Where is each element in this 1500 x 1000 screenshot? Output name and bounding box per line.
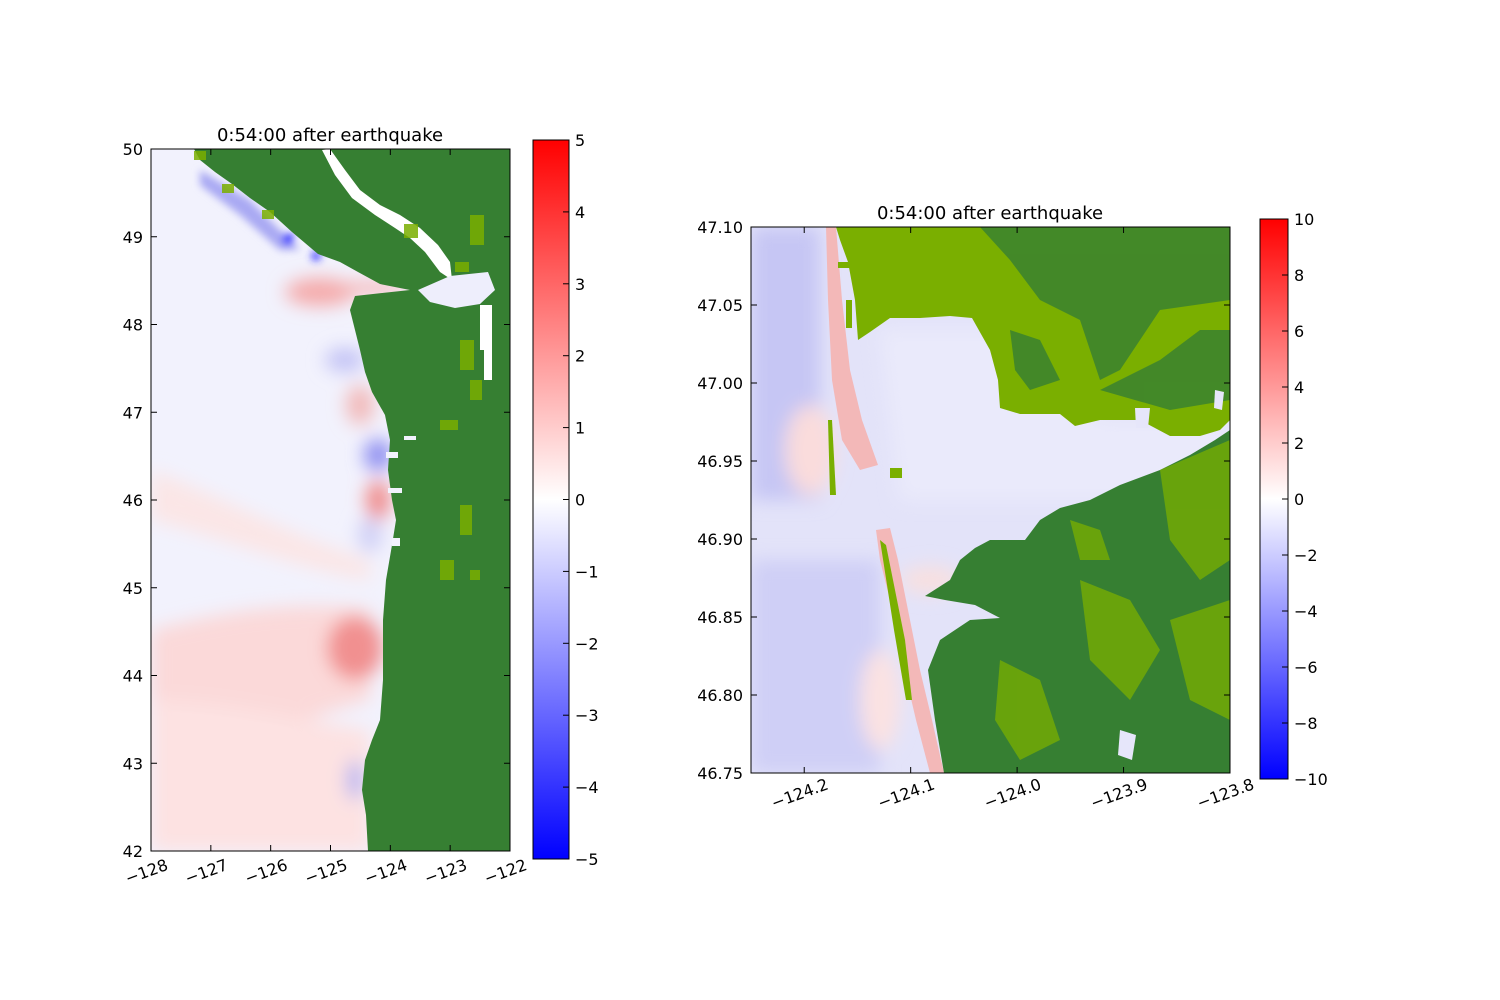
right-land-north-relief bbox=[980, 227, 1230, 410]
left-colorbar-tick-label: 2 bbox=[575, 347, 585, 366]
right-axes-frame bbox=[750, 226, 1231, 774]
left-y-tick-label: 42 bbox=[123, 842, 143, 861]
left-colorbar-tick-label: 1 bbox=[575, 419, 585, 438]
left-colorbar-tick-label: 5 bbox=[575, 131, 585, 150]
right-colorbar-tick-label: −6 bbox=[1294, 658, 1318, 677]
left-x-tick-label: −125 bbox=[302, 855, 350, 888]
right-colorbar-tick-label: 0 bbox=[1294, 490, 1304, 509]
left-coast-inlets bbox=[386, 436, 416, 546]
left-colorbar-tick-label: 0 bbox=[575, 491, 585, 510]
right-wave-field bbox=[751, 227, 1230, 773]
left-map-plot bbox=[151, 149, 510, 851]
left-y-tick-label: 43 bbox=[123, 754, 143, 773]
right-x-tick-label: −123.9 bbox=[1088, 775, 1150, 813]
left-panel: 0:54:00 after earthquake bbox=[123, 125, 599, 888]
left-colorbar-tick-label: −4 bbox=[575, 778, 599, 797]
left-wave-field bbox=[151, 278, 412, 851]
right-y-tick-label: 46.75 bbox=[697, 764, 743, 783]
right-colorbar-tick-label: −10 bbox=[1294, 770, 1328, 789]
right-x-tick-label: −124.0 bbox=[982, 775, 1044, 813]
right-colorbar-tick-label: 4 bbox=[1294, 378, 1304, 397]
right-x-tick-label: −124.1 bbox=[875, 775, 937, 813]
right-colorbar-tick-label: 6 bbox=[1294, 322, 1304, 341]
right-y-axis: 46.75 46.80 46.85 46.90 46.95 47.00 47.05 47.10 bbox=[697, 218, 1230, 783]
right-colorbar-tick-label: 10 bbox=[1294, 210, 1314, 229]
right-y-tick-label: 47.00 bbox=[697, 374, 743, 393]
right-barrier-spits bbox=[826, 227, 944, 773]
right-map-plot bbox=[751, 227, 1230, 773]
left-x-tick-label: −123 bbox=[422, 855, 470, 888]
left-y-tick-label: 48 bbox=[123, 316, 143, 335]
right-colorbar-scale bbox=[1259, 218, 1289, 780]
left-colorbar-tick-label: 4 bbox=[575, 203, 585, 222]
right-y-tick-label: 46.80 bbox=[697, 686, 743, 705]
left-x-tick-label: −122 bbox=[482, 855, 530, 888]
right-x-tick-label: −124.2 bbox=[769, 775, 831, 813]
left-y-tick-label: 46 bbox=[123, 491, 143, 510]
right-inland-water bbox=[1118, 390, 1224, 760]
left-colorbar-tick-label: −2 bbox=[575, 634, 599, 653]
right-colorbar-ticks: 10 8 6 4 2 0 −2 −4 −6 −8 −10 bbox=[1282, 210, 1328, 789]
left-y-tick-label: 47 bbox=[123, 403, 143, 422]
left-x-tick-label: −124 bbox=[362, 855, 410, 888]
left-colorbar-tick-label: 3 bbox=[575, 275, 585, 294]
right-colorbar-tick-label: −4 bbox=[1294, 602, 1318, 621]
left-colorbar: 5 4 3 2 1 0 −1 −2 −3 −4 −5 bbox=[532, 131, 599, 869]
left-colorbar-tick-label: −1 bbox=[575, 562, 599, 581]
left-y-axis: 42 43 44 45 46 47 48 49 50 bbox=[123, 140, 510, 861]
right-y-tick-label: 47.10 bbox=[697, 218, 743, 237]
left-y-tick-label: 50 bbox=[123, 140, 143, 159]
right-y-tick-label: 46.85 bbox=[697, 608, 743, 627]
right-y-tick-label: 47.05 bbox=[697, 296, 743, 315]
right-colorbar: 10 8 6 4 2 0 −2 −4 −6 −8 −10 bbox=[1259, 210, 1328, 789]
left-y-tick-label: 45 bbox=[123, 579, 143, 598]
right-y-tick-label: 46.90 bbox=[697, 530, 743, 549]
left-colorbar-tick-label: −5 bbox=[575, 850, 599, 869]
left-panel-title: 0:54:00 after earthquake bbox=[217, 125, 443, 146]
right-colorbar-tick-label: −8 bbox=[1294, 714, 1318, 733]
left-y-tick-label: 49 bbox=[123, 228, 143, 247]
left-land-mass bbox=[194, 149, 510, 851]
right-colorbar-tick-label: 8 bbox=[1294, 266, 1304, 285]
right-panel-title: 0:54:00 after earthquake bbox=[877, 203, 1103, 224]
right-panel: 0:54:00 after earthquake bbox=[697, 203, 1328, 813]
right-land-south-relief bbox=[995, 440, 1230, 760]
left-colorbar-ticks: 5 4 3 2 1 0 −1 −2 −3 −4 −5 bbox=[563, 131, 599, 869]
left-inland-water bbox=[322, 149, 495, 380]
right-y-tick-label: 46.95 bbox=[697, 452, 743, 471]
right-colorbar-tick-label: −2 bbox=[1294, 546, 1318, 565]
left-colorbar-tick-label: −3 bbox=[575, 706, 599, 725]
left-y-tick-label: 44 bbox=[123, 667, 143, 686]
right-x-tick-label: −123.8 bbox=[1194, 775, 1256, 813]
left-highland-patches bbox=[194, 151, 484, 580]
left-x-tick-label: −127 bbox=[182, 855, 230, 888]
left-x-tick-label: −126 bbox=[242, 855, 290, 888]
right-colorbar-tick-label: 2 bbox=[1294, 434, 1304, 453]
